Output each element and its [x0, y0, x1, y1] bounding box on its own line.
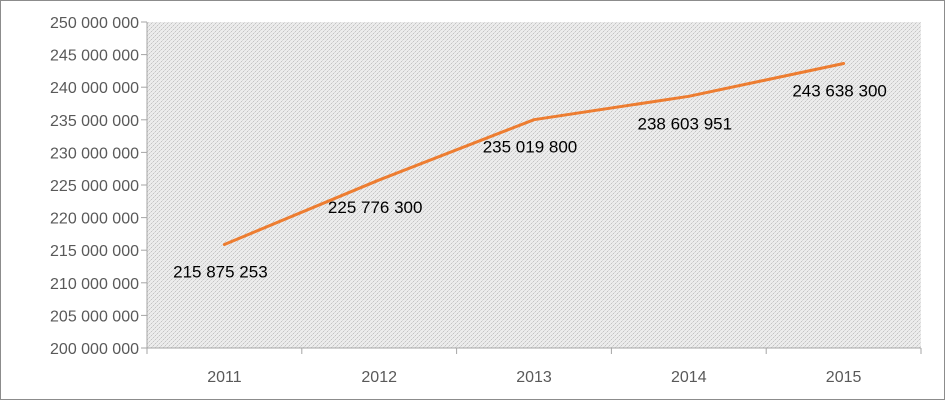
y-tick-label: 220 000 000 — [50, 211, 139, 228]
y-tick-label: 210 000 000 — [50, 276, 139, 293]
data-label: 225 776 300 — [328, 198, 423, 217]
y-tick-label: 245 000 000 — [50, 48, 139, 65]
series-layer — [222, 61, 846, 246]
x-tick-label: 2012 — [361, 369, 397, 386]
data-label: 238 603 951 — [638, 114, 733, 133]
y-tick-label: 230 000 000 — [50, 145, 139, 162]
y-tick-label: 240 000 000 — [50, 80, 139, 97]
x-tick-label: 2015 — [826, 369, 862, 386]
y-axis: 200 000 000 205 000 000 210 000 000 215 000… — [50, 15, 148, 358]
data-label: 243 638 300 — [792, 81, 887, 100]
y-tick-label: 215 000 000 — [50, 243, 139, 260]
data-labels-layer: 215 875 253 225 776 300 235 019 800 238 603… — [173, 81, 887, 281]
x-axis: 2011 2012 2013 2014 2015 — [146, 347, 922, 386]
y-tick-label: 205 000 000 — [50, 308, 139, 325]
y-tick-label: 235 000 000 — [50, 113, 139, 130]
y-tick-label: 250 000 000 — [50, 15, 139, 32]
y-tick-label: 225 000 000 — [50, 178, 139, 195]
x-tick-label: 2014 — [671, 369, 707, 386]
plot-area — [147, 22, 921, 348]
data-label: 215 875 253 — [173, 262, 268, 281]
y-tick-label: 200 000 000 — [50, 341, 139, 358]
x-tick-label: 2011 — [207, 369, 242, 386]
x-tick-label: 2013 — [516, 369, 552, 386]
data-label: 235 019 800 — [483, 138, 578, 157]
